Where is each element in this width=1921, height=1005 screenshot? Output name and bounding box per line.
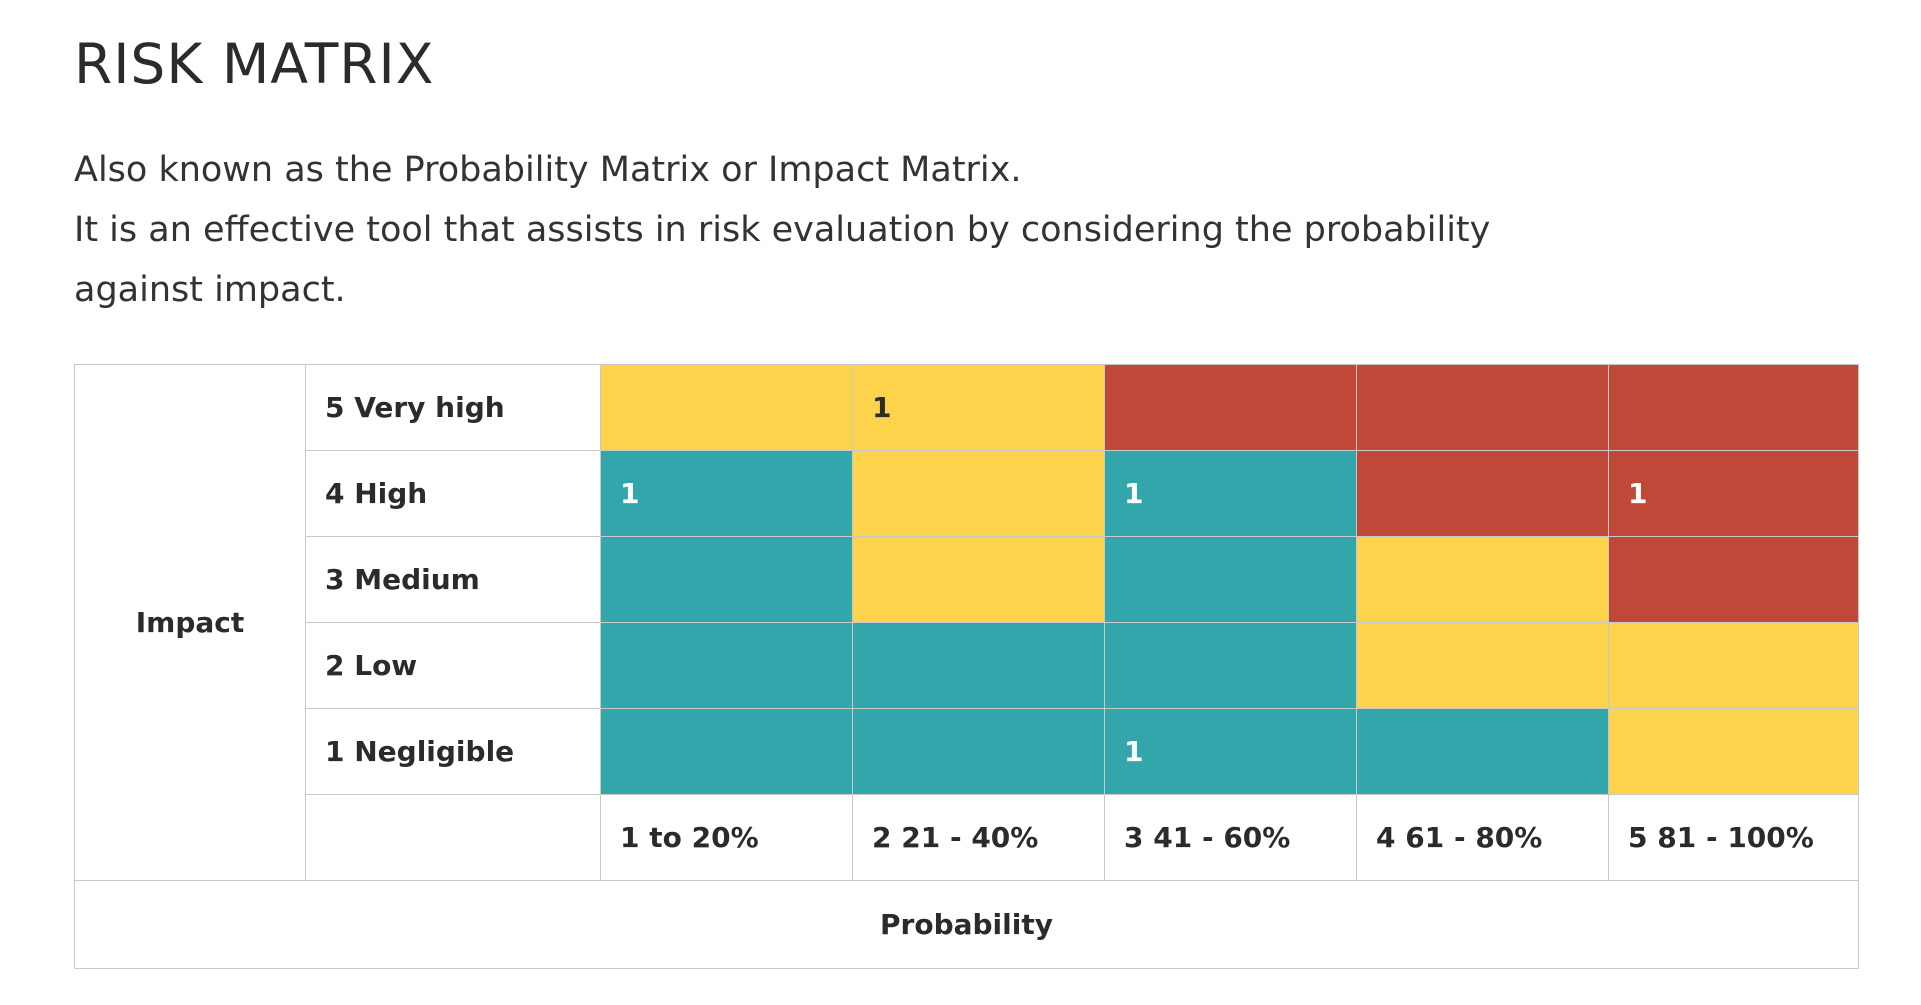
matrix-cell <box>1608 536 1859 623</box>
probability-level-label: 2 21 - 40% <box>852 794 1105 881</box>
matrix-cell <box>1608 708 1859 795</box>
matrix-cell: 1 <box>1104 708 1357 795</box>
matrix-cell <box>600 536 853 623</box>
matrix-cell <box>1104 536 1357 623</box>
matrix-cell <box>1356 450 1609 537</box>
matrix-cell: 1 <box>600 450 853 537</box>
probability-level-label: 3 41 - 60% <box>1104 794 1357 881</box>
impact-level-label: 3 Medium <box>305 536 601 623</box>
matrix-cell <box>852 450 1105 537</box>
probability-level-label: 5 81 - 100% <box>1608 794 1859 881</box>
matrix-cell <box>1356 536 1609 623</box>
matrix-cell <box>1608 364 1859 451</box>
matrix-cell <box>1356 708 1609 795</box>
matrix-cell <box>852 536 1105 623</box>
matrix-cell <box>600 364 853 451</box>
matrix-cell <box>1608 622 1859 709</box>
probability-axis-row: Probability <box>74 880 1859 969</box>
corner-cell <box>305 794 601 881</box>
probability-axis-label: Probability <box>74 880 1859 969</box>
matrix-cell <box>600 708 853 795</box>
probability-level-label: 4 61 - 80% <box>1356 794 1609 881</box>
matrix-cell <box>1356 622 1609 709</box>
matrix-row: 3 Medium <box>75 536 1859 623</box>
risk-matrix-table: Impact 5 Very high 1 4 High 1 1 1 3 Medi… <box>74 364 1859 969</box>
matrix-row: 4 High 1 1 1 <box>75 450 1859 537</box>
impact-level-label: 4 High <box>305 450 601 537</box>
matrix-cell <box>852 708 1105 795</box>
page-title: RISK MATRIX <box>74 32 435 96</box>
matrix-cell: 1 <box>852 364 1105 451</box>
matrix-cell <box>1104 364 1357 451</box>
description: Also known as the Probability Matrix or … <box>74 140 1794 320</box>
impact-level-label: 1 Negligible <box>305 708 601 795</box>
matrix-row: 1 Negligible 1 <box>75 708 1859 795</box>
matrix-cell <box>852 622 1105 709</box>
probability-level-row: 1 to 20% 2 21 - 40% 3 41 - 60% 4 61 - 80… <box>75 794 1859 881</box>
impact-level-label: 2 Low <box>305 622 601 709</box>
matrix-cell <box>1104 622 1357 709</box>
description-line: Also known as the Probability Matrix or … <box>74 150 1022 190</box>
matrix-cell <box>1356 364 1609 451</box>
probability-level-label: 1 to 20% <box>600 794 853 881</box>
impact-axis-label: Impact <box>74 364 306 881</box>
matrix-cell <box>600 622 853 709</box>
matrix-cell: 1 <box>1608 450 1859 537</box>
description-line: It is an effective tool that assists in … <box>74 210 1491 250</box>
impact-level-label: 5 Very high <box>305 364 601 451</box>
matrix-row: Impact 5 Very high 1 <box>74 364 1859 881</box>
matrix-cell: 1 <box>1104 450 1357 537</box>
description-line: against impact. <box>74 270 346 310</box>
matrix-row: 2 Low <box>75 622 1859 709</box>
